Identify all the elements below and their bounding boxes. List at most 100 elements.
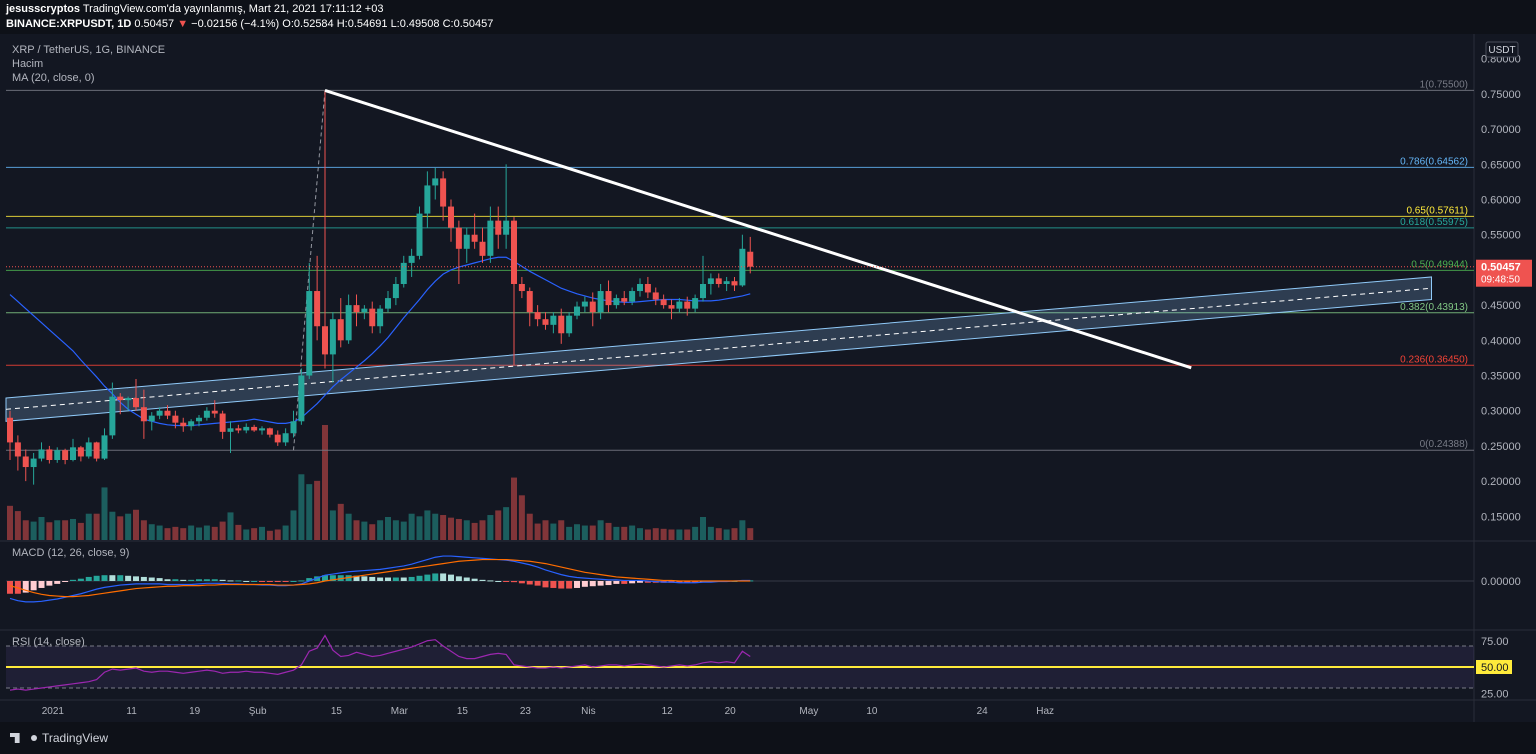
volume-bar — [692, 526, 699, 540]
candle-body — [77, 447, 84, 457]
macd-histogram-bar — [613, 581, 620, 584]
volume-bar — [660, 528, 667, 540]
volume-bar — [203, 525, 210, 540]
macd-histogram-bar — [566, 581, 573, 589]
high-value: 0.54691 — [347, 18, 388, 30]
volume-bar — [298, 474, 305, 540]
volume-bar — [133, 509, 139, 540]
candle-body — [542, 319, 549, 325]
macd-histogram-bar — [408, 576, 415, 581]
macd-histogram-bar — [7, 581, 13, 594]
candle-body — [589, 301, 596, 313]
candle-body — [416, 213, 423, 256]
legend-volume[interactable]: Hacim — [12, 58, 44, 70]
candle-body — [7, 417, 13, 443]
rsi-tick-label: 25.00 — [1481, 688, 1509, 700]
fib-level-label: 0.65(0.57611) — [1406, 205, 1468, 216]
macd-histogram-bar — [148, 577, 155, 581]
candle-body — [739, 248, 746, 286]
volume-bar — [408, 513, 415, 540]
ohlc-line: BINANCE:XRPUSDT, 1D 0.50457 ▼ −0.02156 (… — [6, 18, 493, 30]
macd-histogram-bar — [93, 575, 100, 581]
candle-body — [652, 292, 659, 300]
macd-histogram-bar — [46, 581, 53, 586]
volume-bar — [314, 480, 321, 540]
volume-bar — [526, 513, 533, 540]
volume-bar — [290, 510, 297, 540]
candle-body — [637, 284, 643, 292]
volume-bar — [117, 516, 124, 540]
last-price-label: 0.50457 — [1481, 262, 1521, 274]
price-tick-label: 0.15000 — [1481, 511, 1521, 523]
volume-bar — [345, 513, 352, 540]
macd-histogram-bar — [424, 574, 431, 581]
macd-histogram-bar — [322, 575, 328, 581]
fib-level-label: 0.382(0.43913) — [1400, 302, 1468, 313]
tradingview-logo[interactable]: TradingView — [10, 731, 108, 745]
volume-bar — [243, 529, 250, 540]
macd-histogram-bar — [235, 580, 242, 582]
candle-body — [723, 281, 730, 284]
macd-histogram-bar — [85, 576, 92, 581]
candle-body — [243, 426, 250, 431]
legend-macd[interactable]: MACD (12, 26, close, 9) — [12, 547, 130, 559]
candle-body — [676, 301, 683, 309]
legend-title[interactable]: XRP / TetherUS, 1G, BINANCE — [12, 44, 166, 56]
candle-body — [534, 312, 541, 320]
legend-rsi[interactable]: RSI (14, close) — [12, 636, 85, 648]
candle-body — [85, 442, 92, 457]
macd-histogram-bar — [109, 575, 116, 581]
macd-histogram-bar — [164, 579, 171, 581]
macd-histogram-bar — [637, 581, 643, 583]
macd-histogram-bar — [22, 581, 29, 593]
author-name[interactable]: jesusscryptos — [6, 3, 80, 15]
time-tick-label: Mar — [391, 706, 409, 717]
macd-histogram-bar — [243, 581, 250, 582]
volume-bar — [329, 510, 336, 540]
price-chart[interactable]: 1(0.75500)0.786(0.64562)0.65(0.57611)0.6… — [0, 34, 1536, 722]
macd-histogram-bar — [219, 579, 226, 581]
candle-body — [298, 375, 305, 422]
candle-body — [46, 449, 53, 460]
macd-histogram-bar — [54, 581, 61, 584]
macd-histogram-bar — [133, 576, 139, 581]
volume-bar — [558, 520, 565, 540]
candle-body — [487, 220, 494, 256]
down-arrow-icon: ▼ — [177, 18, 189, 30]
candle-body — [62, 450, 69, 460]
macd-histogram-bar — [597, 581, 604, 586]
volume-bar — [511, 477, 517, 540]
candle-body — [125, 398, 132, 401]
volume-bar — [22, 520, 29, 540]
macd-histogram-bar — [306, 578, 313, 581]
candle-body — [133, 398, 139, 408]
volume-bar — [125, 513, 132, 540]
rsi-line — [9, 634, 751, 691]
macd-histogram-bar — [290, 581, 297, 582]
candle-body — [471, 234, 478, 242]
candle-body — [70, 447, 76, 460]
macd-histogram-bar — [156, 578, 163, 581]
rsi-tick-label: 50.00 — [1481, 662, 1509, 674]
candle-body — [345, 305, 352, 341]
price-change: −0.02156 (−4.1%) — [191, 18, 280, 30]
candle-body — [148, 415, 155, 422]
macd-histogram-bar — [203, 579, 210, 581]
macd-histogram-bar — [526, 581, 533, 585]
descending-trendline — [324, 88, 1192, 370]
macd-histogram-bar — [581, 581, 588, 587]
macd-line — [9, 555, 751, 603]
candle-body — [448, 206, 454, 228]
candle-body — [479, 241, 486, 256]
candle-body — [432, 178, 439, 186]
volume-bar — [251, 528, 258, 540]
volume-bar — [471, 522, 478, 540]
candle-body — [369, 308, 376, 327]
candle-body — [211, 410, 218, 414]
candle-body — [455, 227, 462, 249]
volume-bar — [479, 520, 486, 540]
macd-histogram-bar — [550, 581, 557, 588]
legend-ma[interactable]: MA (20, close, 0) — [12, 72, 95, 84]
fib-level-label: 0(0.24388) — [1420, 439, 1468, 450]
macd-histogram-bar — [487, 580, 494, 582]
